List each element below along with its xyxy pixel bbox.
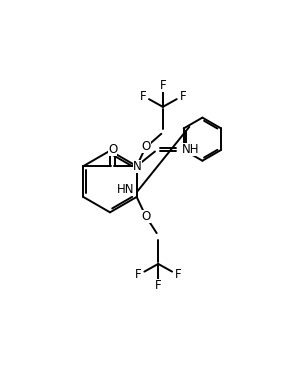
Text: F: F [175,268,181,281]
Text: O: O [108,143,117,156]
Text: F: F [155,279,162,292]
Text: F: F [179,90,186,103]
Text: N: N [133,159,142,173]
Text: NH: NH [182,143,199,156]
Text: O: O [141,210,151,223]
Text: HN: HN [117,183,134,196]
Text: F: F [160,79,166,92]
Text: F: F [135,268,142,281]
Text: F: F [140,90,146,103]
Text: O: O [141,140,151,153]
